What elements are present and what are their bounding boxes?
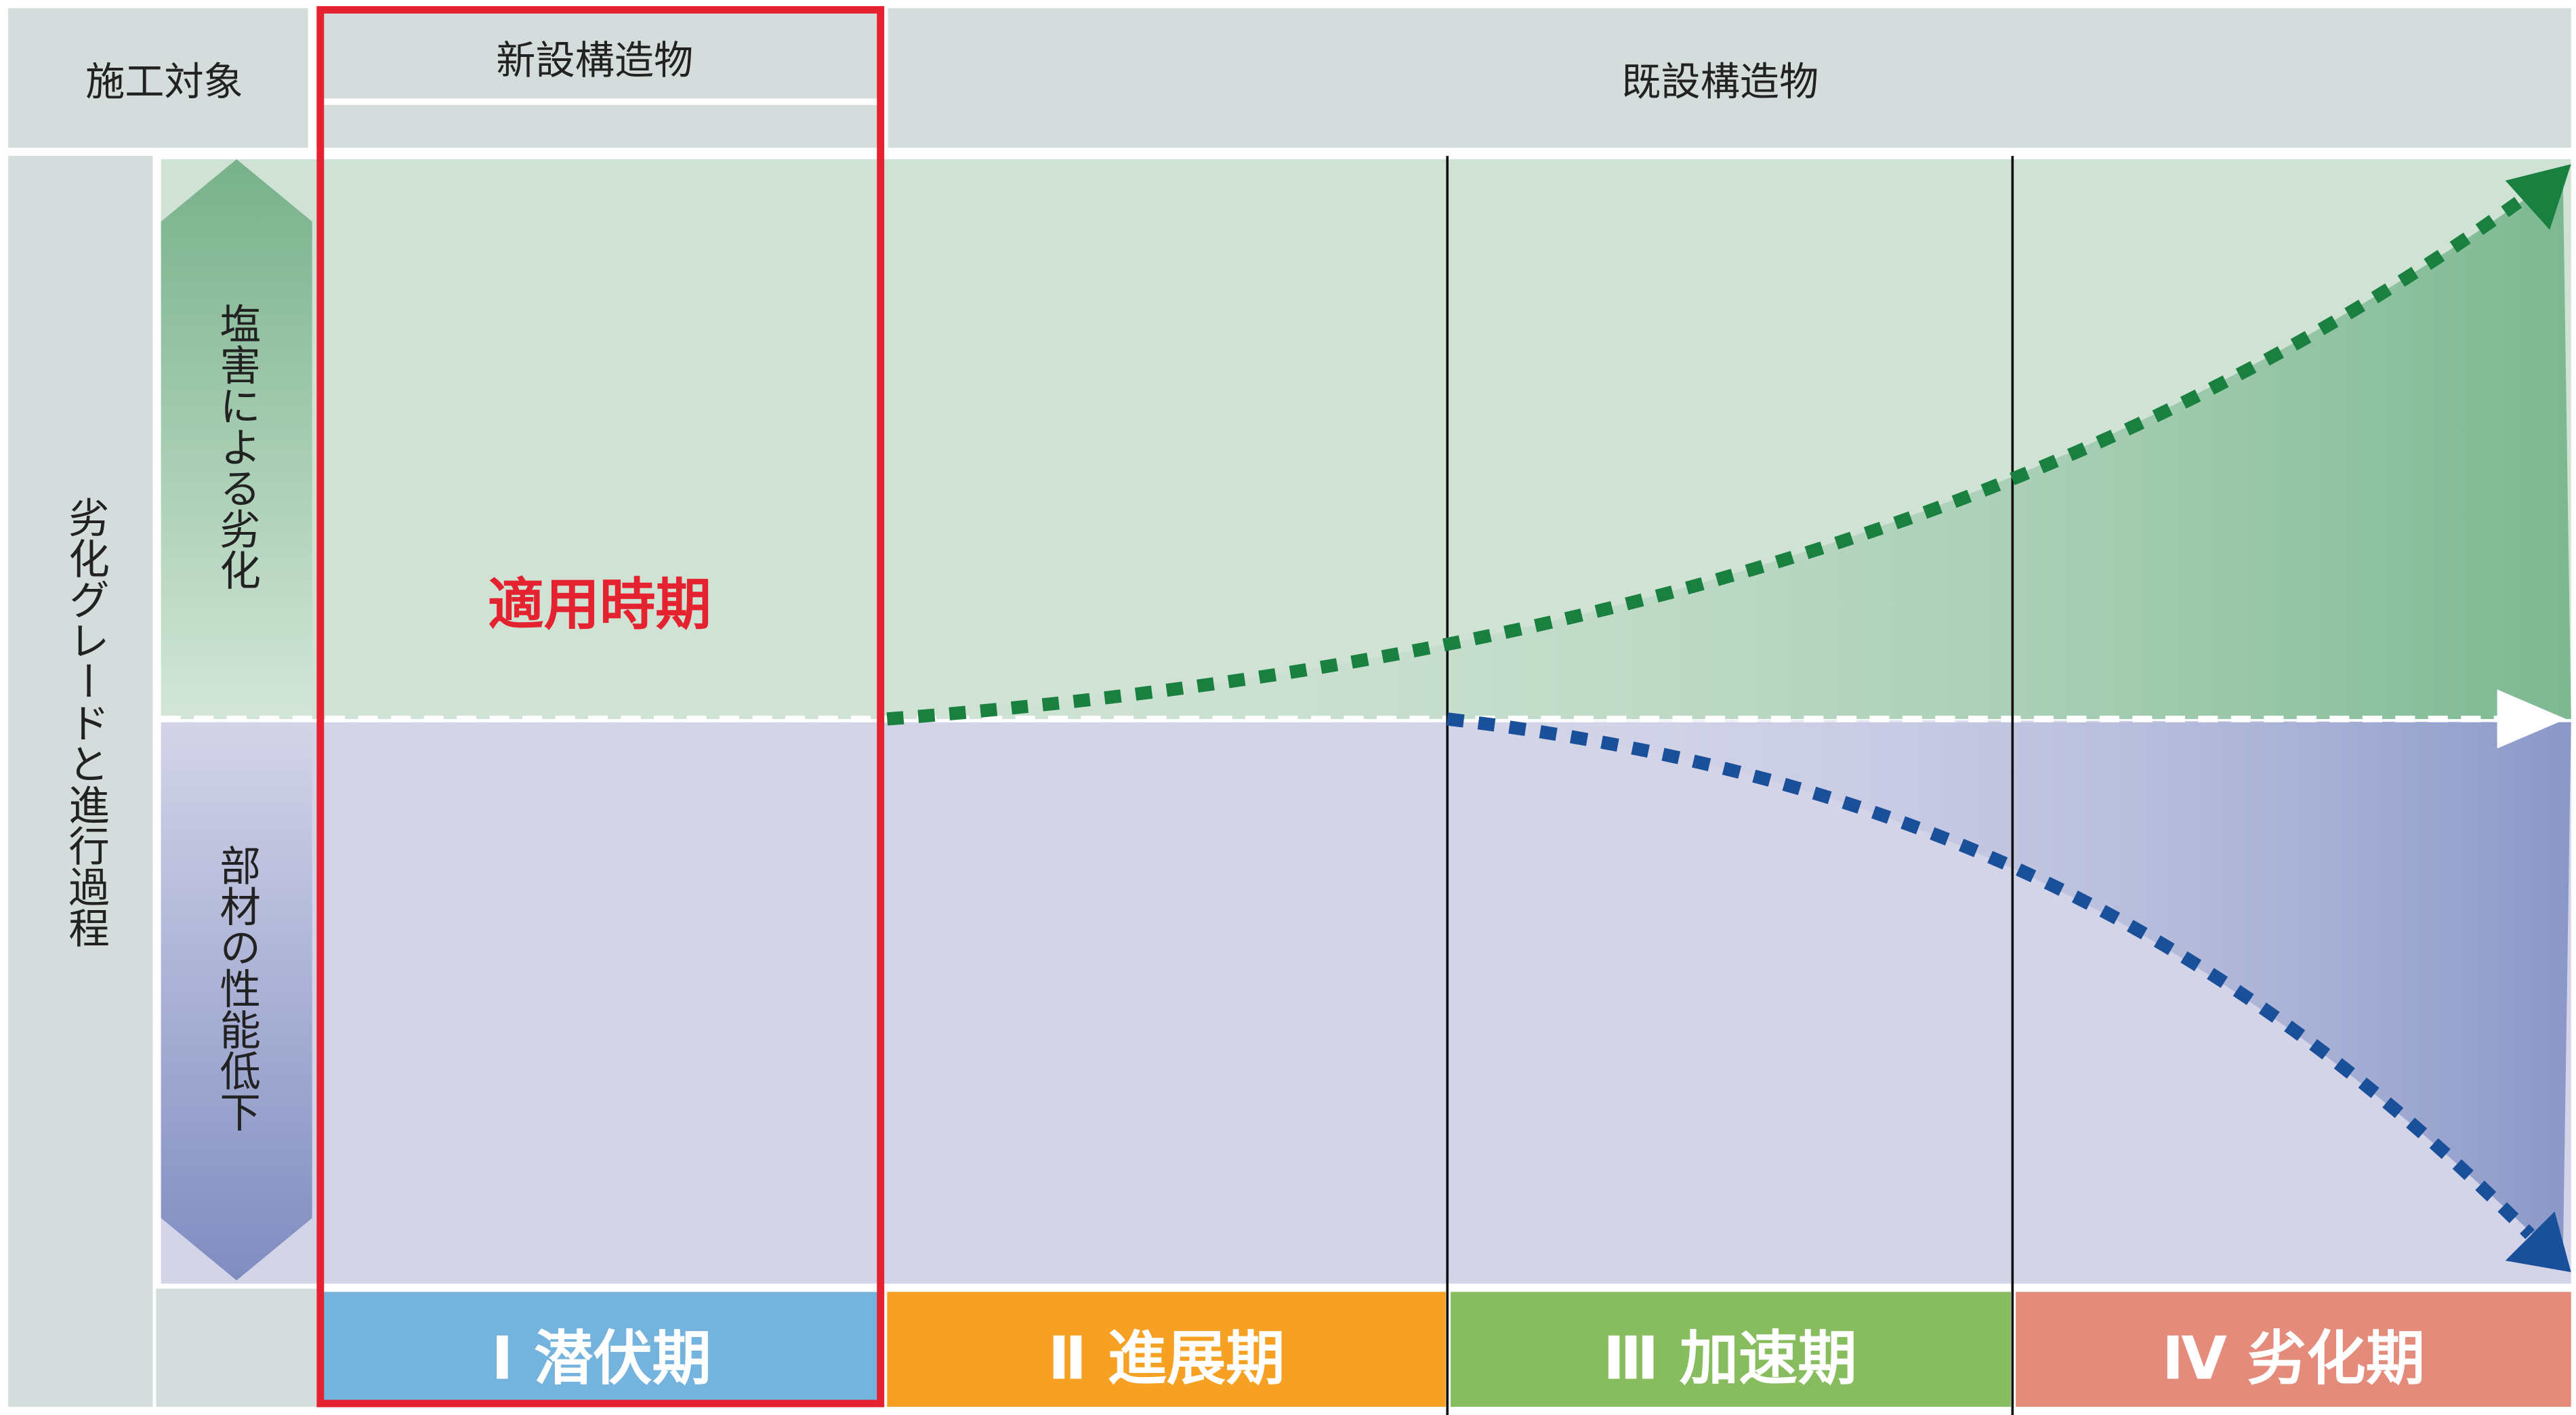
curve-arrowhead (2505, 1211, 2571, 1273)
phase-label: Ⅰ 潜伏期 (491, 1324, 711, 1393)
header-band (8, 8, 2571, 148)
phase-cell (2016, 1292, 2571, 1407)
header-label: 施工対象 (85, 59, 243, 105)
lower-arrow (161, 722, 312, 1281)
curve-arrowhead (2505, 164, 2571, 230)
performance-fill (1447, 718, 2571, 1265)
arrow-label: 部材の性能低下 (213, 844, 260, 1132)
upper-arrow (161, 159, 312, 718)
highlight-label: 適用時期 (488, 573, 711, 638)
header-label: 既設構造物 (1621, 59, 1819, 105)
phase-cell (1451, 1292, 2011, 1407)
side-label: 劣化グレードと進行過程 (62, 497, 109, 948)
phase-cell (323, 1292, 877, 1407)
phase-cell (887, 1292, 1446, 1407)
phase-label: Ⅱ 進展期 (1048, 1324, 1285, 1393)
deterioration-fill (887, 172, 2571, 719)
corner-cell (156, 1288, 320, 1407)
arrow-label: 塩害による劣化 (213, 303, 260, 590)
phase-label: Ⅳ 劣化期 (2162, 1324, 2425, 1393)
side-band (8, 156, 153, 1407)
baseline-arrowhead (2497, 689, 2567, 749)
deterioration-curve (886, 188, 2534, 726)
performance-curve (1447, 712, 2535, 1239)
header-label: 新設構造物 (496, 37, 693, 83)
highlight-frame (316, 6, 885, 1408)
phase-label: Ⅲ 加速期 (1603, 1324, 1857, 1393)
